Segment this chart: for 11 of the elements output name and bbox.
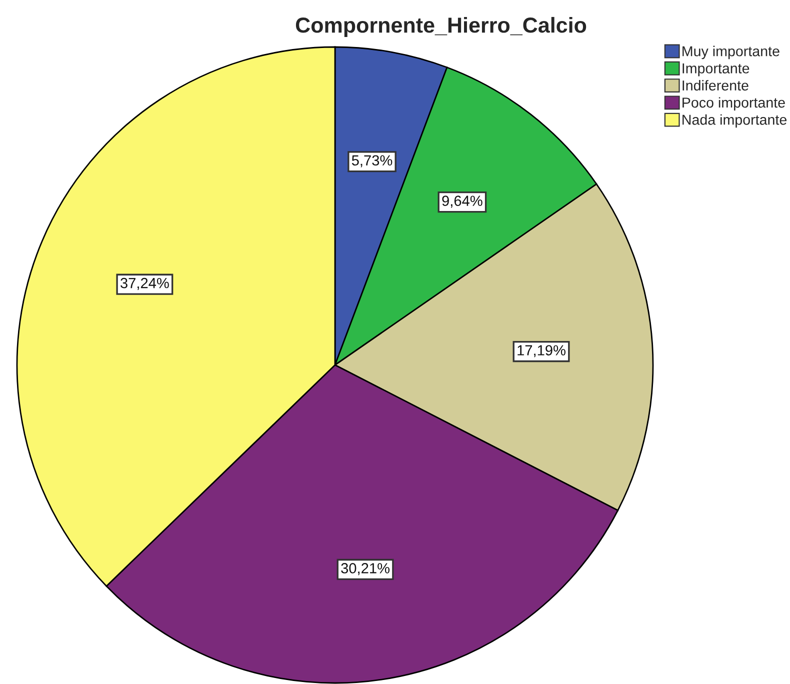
data-label: 37,24% (120, 278, 169, 290)
legend-label: Importante (682, 63, 750, 76)
data-label: 5,73% (352, 155, 392, 168)
data-label: 17,19% (518, 345, 566, 358)
legend-label: Poco importante (682, 97, 785, 111)
legend-label: Nada importante (682, 114, 787, 128)
chart-title: Compornente_Hierro_Calcio (296, 16, 586, 38)
legend-label: Muy importante (682, 46, 780, 60)
legend-label: Indiferente (682, 80, 748, 91)
data-label: 9,64% (442, 196, 482, 208)
data-label: 30,21% (341, 563, 390, 576)
